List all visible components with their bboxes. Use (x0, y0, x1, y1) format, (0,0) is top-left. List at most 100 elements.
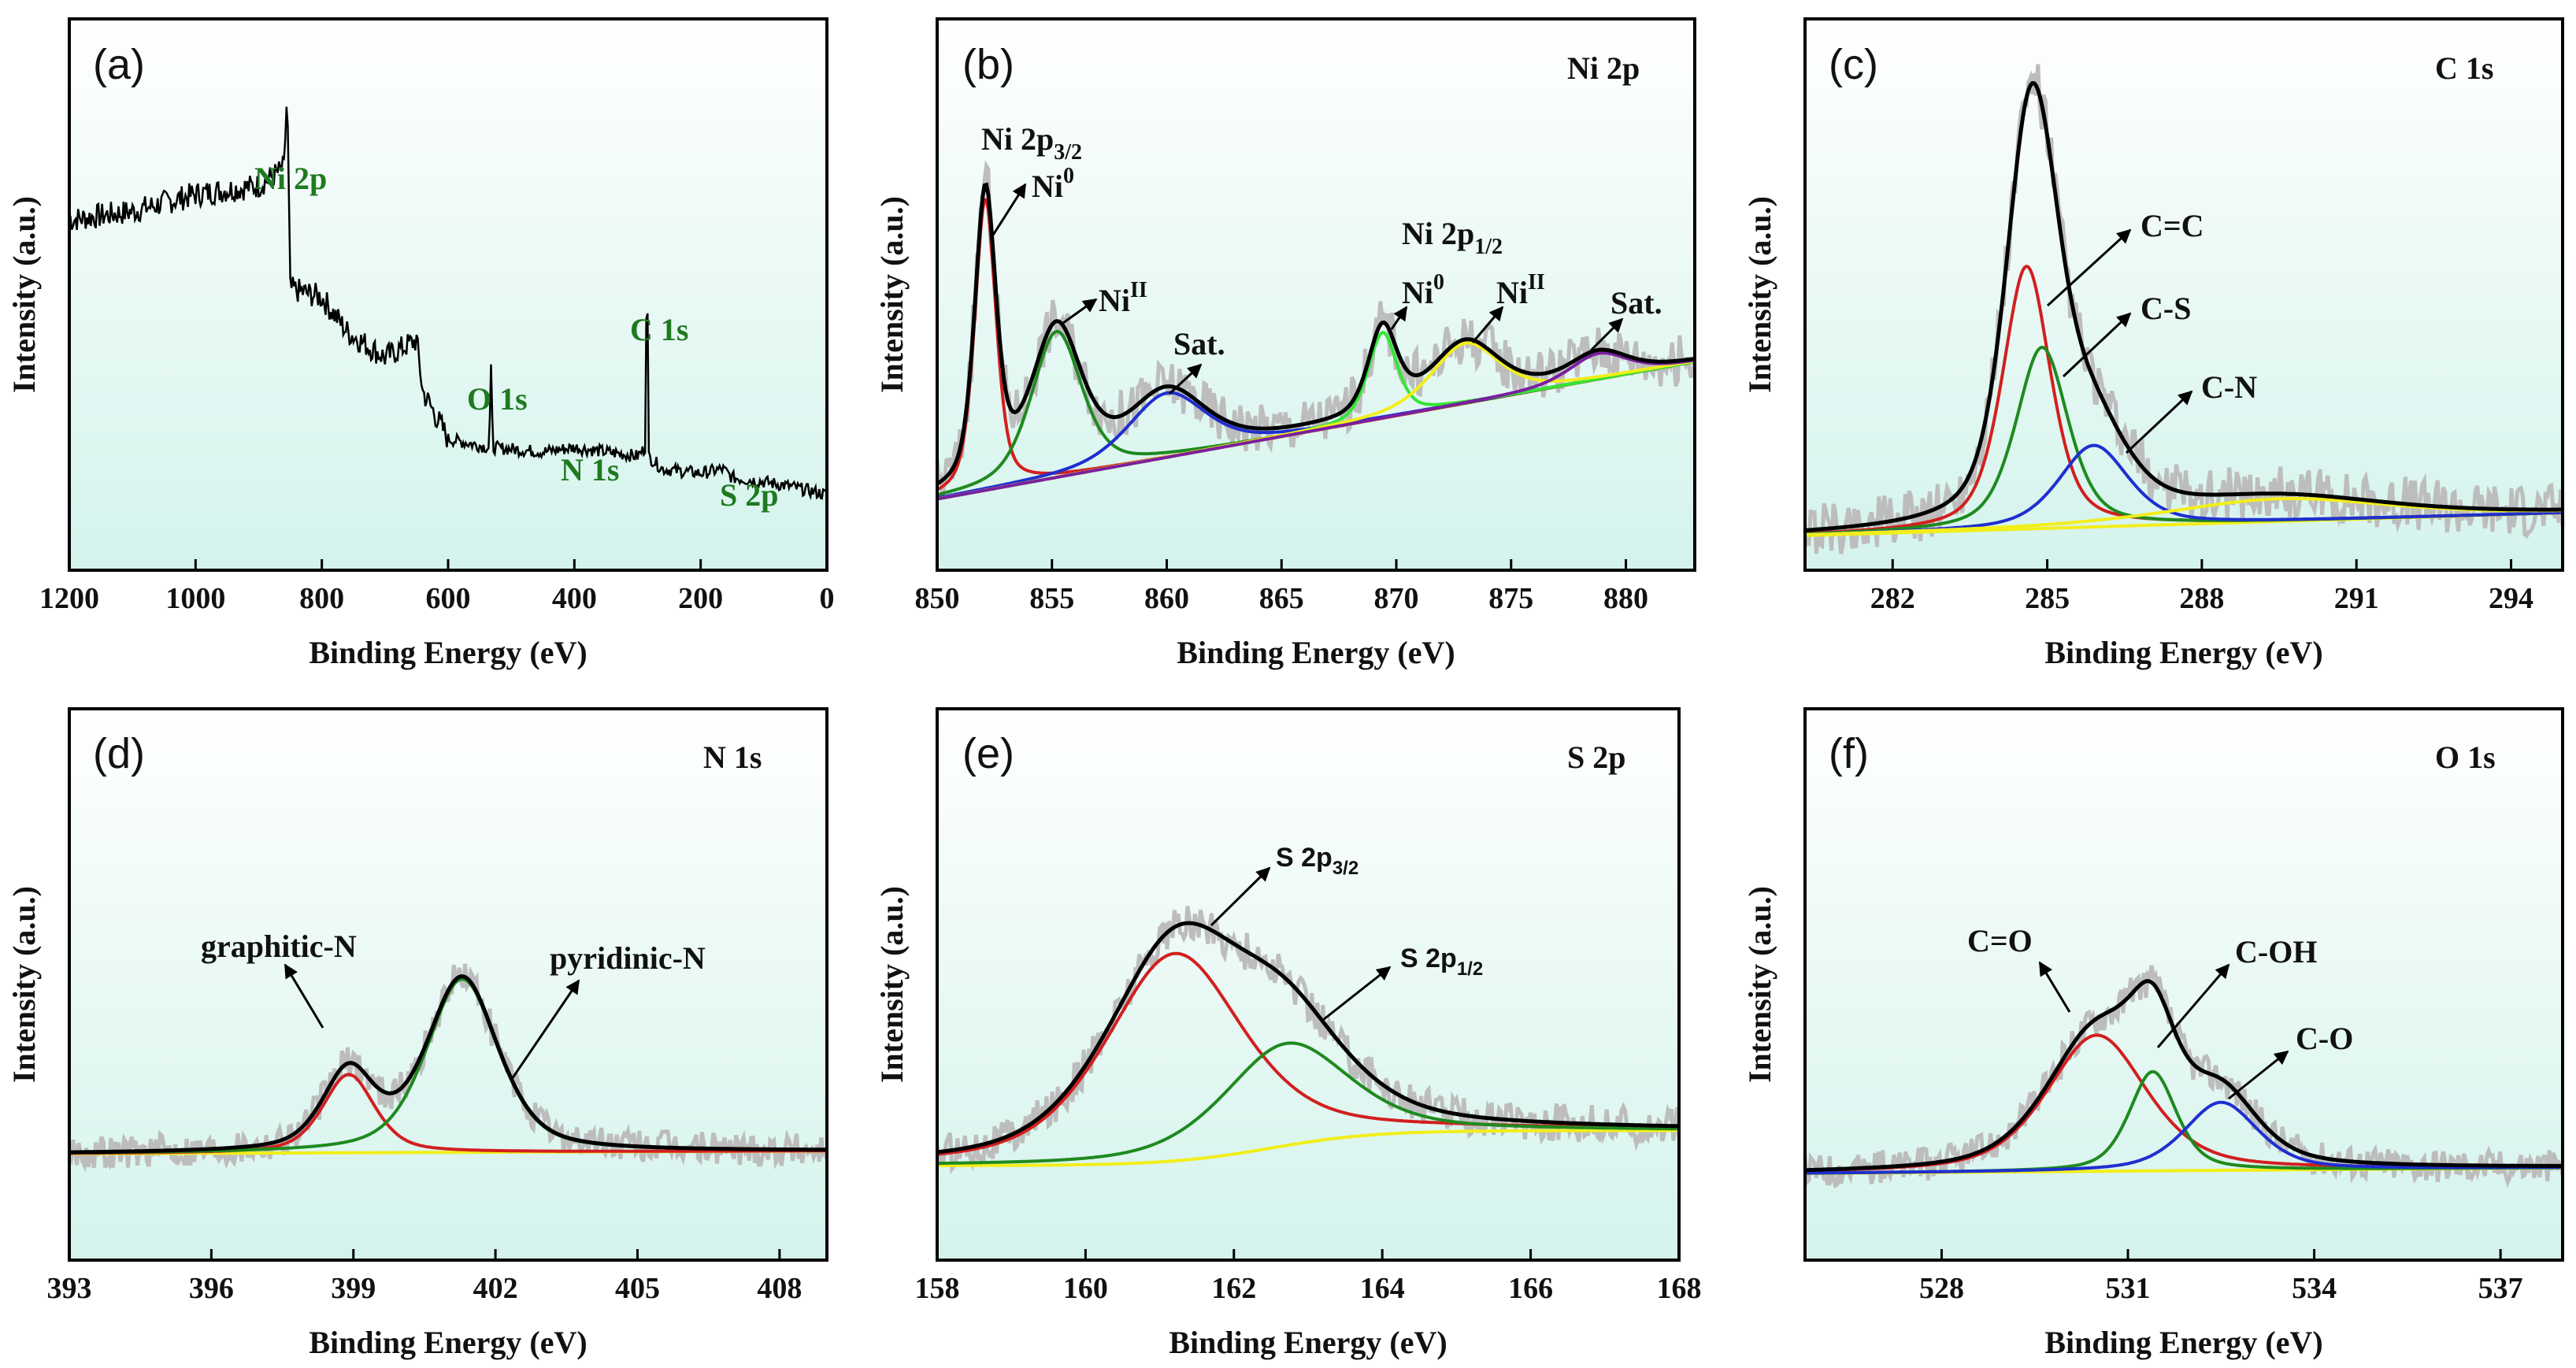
raw-data-line (1803, 965, 2565, 1189)
x-axis-title-d: Binding Energy (eV) (309, 1325, 587, 1360)
y-axis-title-d: Intensity (a.u.) (6, 886, 42, 1083)
annotation-cs: C-S (2140, 291, 2191, 326)
x-tick-label: 531 (2106, 1272, 2151, 1305)
envelope-line (936, 182, 1696, 486)
panel-f: 528 531 534 537 (f) O 1s Binding Energy (eV… (1742, 707, 2565, 1360)
annotation-c1s: C 1s (630, 312, 688, 347)
x-tick-label: 1000 (165, 582, 225, 615)
frame-d (68, 707, 828, 1262)
x-tick-label: 528 (1919, 1272, 1964, 1305)
frame-b (936, 17, 1696, 572)
x-tick-label: 402 (473, 1272, 518, 1305)
x-tick-label: 158 (915, 1272, 960, 1305)
x-tick-label: 160 (1063, 1272, 1108, 1305)
y-axis-title-c: Intensity (a.u.) (1742, 196, 1777, 393)
x-axis-title-f: Binding Energy (eV) (2044, 1325, 2322, 1360)
peak-s-2p1-2 (937, 1041, 1679, 1166)
x-tick-label: 162 (1211, 1272, 1256, 1305)
x-tick-label: 166 (1508, 1272, 1553, 1305)
envelope-line (936, 921, 1680, 1155)
x-tick-label: 285 (2025, 582, 2070, 615)
ticks-c: 282 285 288 291 294 (1870, 559, 2533, 615)
panel-letter-d: (d) (93, 730, 145, 777)
annotation-co-double: C=O (1967, 923, 2033, 958)
plot-area-d (69, 709, 827, 1260)
plot-area-a (69, 19, 827, 570)
x-tick-label: 865 (1259, 582, 1304, 615)
annotation-arrows-e (1210, 866, 1392, 1021)
panel-letter-b: (b) (962, 41, 1014, 88)
corner-title-e: S 2p (1567, 740, 1626, 775)
curves-a (68, 106, 828, 501)
x-tick-label: 393 (47, 1272, 92, 1305)
envelope-line (1805, 979, 2563, 1173)
x-tick-label: 396 (189, 1272, 234, 1305)
corner-title-c: C 1s (2435, 50, 2493, 86)
corner-title-d: N 1s (703, 740, 762, 775)
x-tick-label: 850 (915, 582, 960, 615)
peak-sat-2p1-2- (936, 351, 1696, 501)
x-tick-label: 168 (1657, 1272, 1702, 1305)
y-axis-title-b: Intensity (a.u.) (874, 196, 910, 393)
annotation-cc: C=C (2140, 208, 2204, 243)
x-tick-label: 294 (2489, 582, 2533, 615)
plot-area-e (937, 709, 1679, 1260)
panel-letter-f: (f) (1829, 730, 1869, 777)
frame-e (936, 707, 1681, 1262)
panel-a: 1200 1000 800 600 400 200 0 (a) Binding Energy… (6, 17, 835, 670)
curves-f (1803, 965, 2565, 1189)
panel-letter-c: (c) (1829, 41, 1878, 88)
x-tick-label: 860 (1144, 582, 1189, 615)
annotation-coh: C-OH (2235, 934, 2317, 969)
annotation-cn: C-N (2201, 369, 2257, 405)
annotation-ni2p: Ni 2p (254, 161, 327, 196)
x-tick-label: 399 (331, 1272, 376, 1305)
x-tick-label: 537 (2478, 1272, 2523, 1305)
curves-c (1803, 64, 2565, 554)
x-axis-title-c: Binding Energy (eV) (2044, 635, 2322, 670)
peak-c-o (1805, 1100, 2563, 1175)
x-tick-label: 164 (1360, 1272, 1405, 1305)
x-tick-label: 282 (1870, 582, 1915, 615)
x-axis-title-b: Binding Energy (eV) (1177, 635, 1455, 670)
background-line (937, 1129, 1679, 1167)
x-tick-label: 400 (552, 582, 597, 615)
y-axis-title-f: Intensity (a.u.) (1742, 886, 1777, 1083)
corner-title-f: O 1s (2435, 740, 2496, 775)
x-tick-label: 875 (1488, 582, 1533, 615)
panel-c: 282 285 288 291 294 (c) C 1s Binding Energy … (1742, 17, 2565, 670)
annotation-o1s: O 1s (467, 381, 528, 417)
x-tick-label: 880 (1603, 582, 1648, 615)
annotation-co-single: C-O (2296, 1021, 2353, 1056)
x-tick-label: 800 (299, 582, 344, 615)
x-tick-label: 1200 (39, 582, 99, 615)
corner-title-b: Ni 2p (1567, 50, 1640, 86)
annotation-graphitic-n: graphitic-N (201, 929, 357, 964)
annotation-arrows-d (284, 963, 580, 1080)
ticks-f: 528 531 534 537 (1919, 1249, 2523, 1305)
curves-b (935, 159, 1697, 501)
x-tick-label: 200 (678, 582, 723, 615)
x-tick-label: 405 (615, 1272, 660, 1305)
annotation-arrows-c (2046, 228, 2193, 454)
envelope-line (1804, 81, 2563, 532)
panel-letter-a: (a) (93, 41, 145, 88)
y-axis-title-a: Intensity (a.u.) (6, 196, 42, 393)
x-axis-title-e: Binding Energy (eV) (1169, 1325, 1447, 1360)
x-tick-label: 291 (2334, 582, 2379, 615)
panel-d: 393 396 399 402 405 408 (d) N 1s Binding Ener… (6, 707, 829, 1360)
plot-area-b (937, 19, 1695, 570)
curves-e (935, 906, 1681, 1175)
annotation-s2p: S 2p (720, 477, 779, 513)
panel-b: 850 855 860 865 870 875 880 (b) Ni 2p Binding … (874, 17, 1697, 670)
x-tick-label: 855 (1029, 582, 1074, 615)
annotation-arrows-f (2038, 961, 2289, 1100)
panel-e: 158 160 162 164 166 168 (e) S 2p Binding Ener… (874, 707, 1702, 1360)
x-tick-label: 534 (2292, 1272, 2337, 1305)
ticks-b: 850 855 860 865 870 875 880 (915, 559, 1648, 615)
x-tick-label: 870 (1374, 582, 1419, 615)
ticks-e: 158 160 162 164 166 168 (915, 1249, 1702, 1305)
x-tick-label: 288 (2179, 582, 2224, 615)
annotation-sat-a: Sat. (1173, 326, 1225, 361)
